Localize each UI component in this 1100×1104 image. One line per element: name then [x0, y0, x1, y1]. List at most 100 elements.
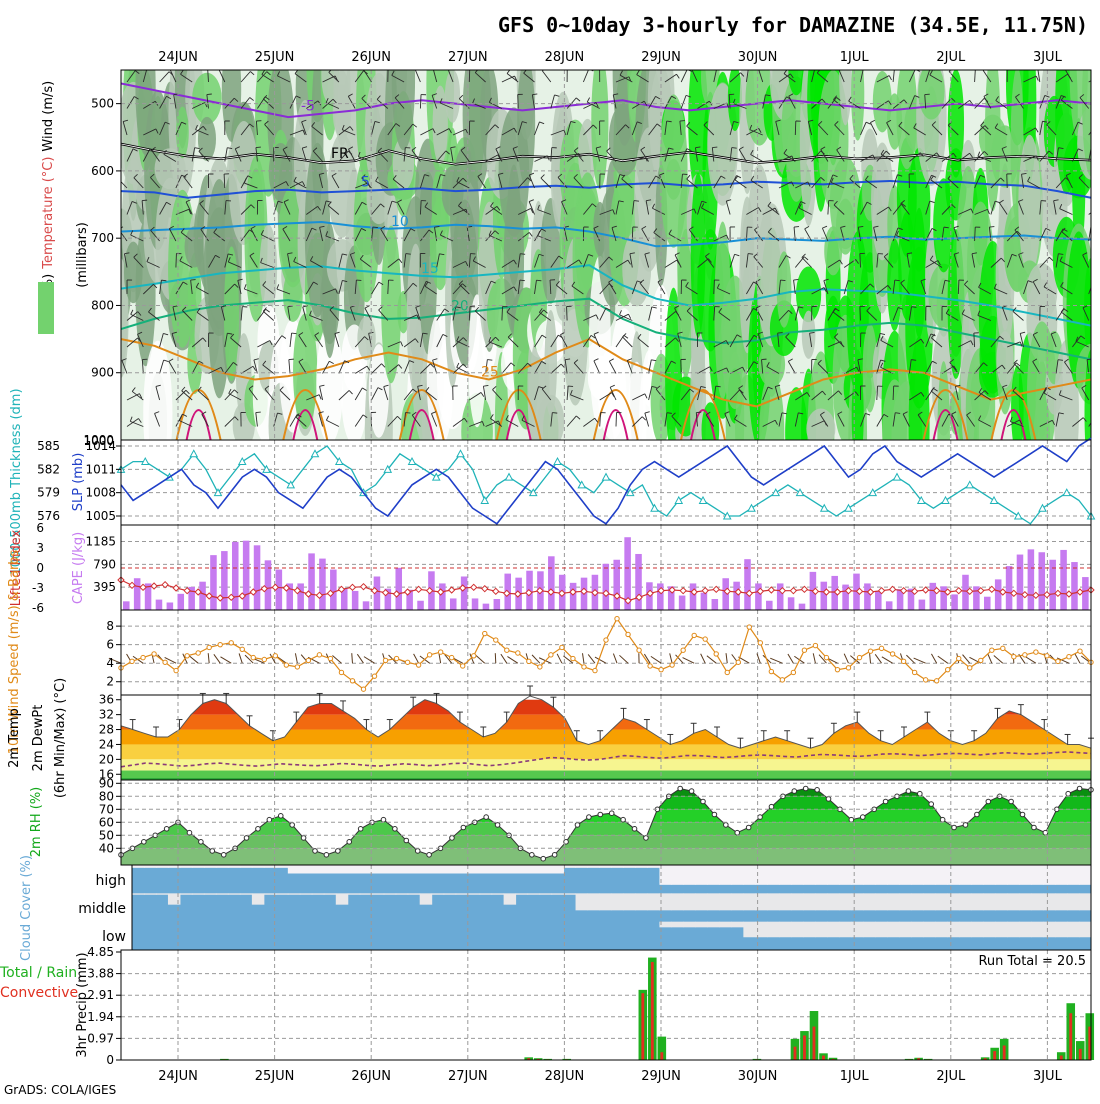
wind10m-marker [405, 660, 409, 664]
wind10m-marker [725, 670, 729, 674]
cloud-middle-gap [396, 893, 408, 894]
cloud-middle-gap [983, 893, 995, 910]
isotherm-label: 10 [391, 214, 409, 230]
cloud-middle-gap [947, 893, 959, 910]
y-tick-label: 700 [91, 231, 114, 245]
wind10m-marker [979, 658, 983, 662]
wind10m-marker [284, 663, 288, 667]
wind10m-marker [769, 669, 773, 673]
wind-barb [714, 280, 715, 294]
precip-conv-bar [1003, 1046, 1006, 1060]
cloud-low-gap [719, 922, 731, 928]
cloud-middle-gap [156, 893, 168, 894]
axis-title: 2m Temp [7, 708, 22, 768]
y-tick-label: 900 [91, 366, 114, 380]
rh-marker [461, 825, 466, 830]
cloud-high-gap [360, 865, 372, 874]
y-tick-label: 20 [99, 752, 114, 766]
axis-title: 3hr Precip (mm) [75, 952, 90, 1057]
rh-marker [906, 789, 911, 794]
cloud-low-gap [863, 922, 875, 938]
wind-barb [420, 95, 421, 109]
cloud-low-gap [767, 922, 779, 938]
cloud-middle-gap [695, 893, 707, 910]
cloud-middle-gap [1067, 893, 1079, 910]
cloud-high-gap [480, 865, 492, 874]
isotherm-label: 15 [421, 261, 439, 277]
wind10m-barb [557, 654, 562, 663]
wind10m-marker [824, 655, 828, 659]
rh-blob [912, 208, 926, 338]
right-y-tick-label: 1005 [85, 509, 116, 523]
wind-barb-flag [895, 280, 900, 281]
wind10m-marker [923, 678, 927, 682]
cape-bar [439, 583, 446, 610]
right-y-tick-label: 1011 [85, 462, 116, 476]
wind-barb-flag [433, 67, 438, 68]
wind10m-barb [870, 653, 871, 663]
cloud-high-gap [923, 865, 935, 885]
wind10m-marker [152, 652, 156, 656]
cape-bar [1039, 552, 1046, 610]
cloud-high-gap [959, 865, 971, 885]
rh-marker [347, 840, 352, 845]
rh-marker [324, 853, 329, 858]
rh-marker [1020, 812, 1025, 817]
rh-marker [142, 840, 147, 845]
y-tick-label: 6 [106, 638, 114, 652]
cloud-middle-gap [576, 893, 588, 910]
cloud-high-gap [827, 865, 839, 885]
cape-bar [177, 594, 184, 610]
wind10m-barb [707, 656, 716, 663]
wind10m-barb [507, 657, 517, 664]
cloud-high-gap [1055, 865, 1067, 885]
date-label-top: 28JUN [545, 50, 585, 65]
wind10m-marker [582, 665, 586, 669]
rh-marker [256, 827, 261, 832]
wind-barb-flag [170, 67, 175, 69]
rh-marker [495, 823, 500, 828]
axis-title: 2m DewPt [31, 705, 46, 772]
wind10m-barb [414, 654, 419, 663]
date-label-top: 29JUN [641, 50, 681, 65]
precip-legend-total: Total / Rain [0, 965, 77, 981]
wind10m-marker [879, 646, 883, 650]
thickness-marker [190, 450, 197, 457]
wind-barb-flag [748, 254, 753, 255]
cape-bar [690, 583, 697, 610]
upper-air-panel: -5FR5101520255006007008009001000(milliba… [38, 0, 1100, 524]
wind10m-barb [364, 657, 375, 664]
wind10m-barb [875, 654, 881, 663]
rh-marker [598, 812, 603, 817]
rh-marker [758, 815, 763, 820]
rh-marker [541, 856, 546, 861]
cloud-high-gap [731, 865, 743, 885]
date-label-bottom: 24JUN [158, 1069, 198, 1084]
isotherm-label: -5 [301, 99, 315, 115]
rh-marker [244, 836, 249, 841]
isotherm-label: 25 [481, 364, 499, 380]
wind10m-marker [968, 666, 972, 670]
wind10m-marker [240, 647, 244, 651]
cloud-high-gap [815, 865, 827, 885]
rh-blob [392, 11, 415, 150]
li-marker [768, 587, 774, 593]
cape-bar [733, 582, 740, 610]
wind10m-marker [350, 679, 354, 683]
precip-conv-bar [660, 1052, 663, 1060]
wind-barb-flag [219, 67, 224, 69]
wind10m-barb [788, 654, 793, 663]
wind10m-marker [394, 656, 398, 660]
cloud-middle-gap [671, 893, 683, 910]
precip-conv-bar [822, 1056, 825, 1060]
wind10m-barb [189, 656, 198, 664]
cape-bar [221, 551, 228, 610]
thickness-marker [239, 458, 246, 465]
cloud-middle-gap [1043, 893, 1055, 910]
cloud-high-gap [1031, 865, 1043, 885]
rh-marker [575, 823, 580, 828]
cloud-low-gap [1019, 922, 1031, 938]
cape-bar [930, 583, 937, 610]
slp-line [121, 438, 1091, 524]
cape-bar [755, 583, 762, 610]
